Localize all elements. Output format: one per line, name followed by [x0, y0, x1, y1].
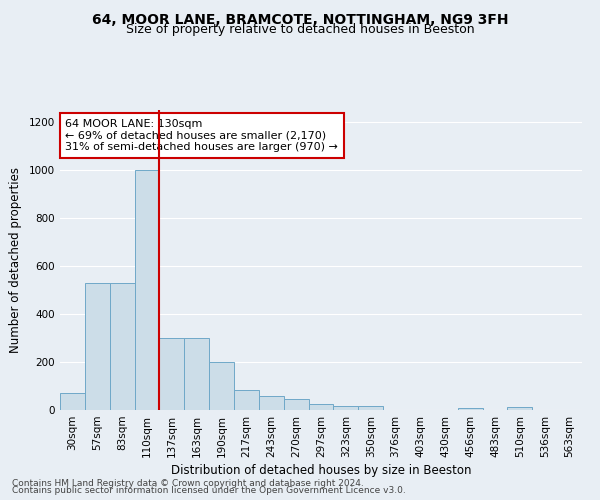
Text: 64 MOOR LANE: 130sqm
← 69% of detached houses are smaller (2,170)
31% of semi-de: 64 MOOR LANE: 130sqm ← 69% of detached h… [65, 119, 338, 152]
Bar [458, 408, 482, 410]
Bar [234, 390, 259, 410]
Bar [134, 170, 160, 410]
Y-axis label: Number of detached properties: Number of detached properties [9, 167, 22, 353]
Bar [308, 404, 334, 410]
Bar [85, 283, 110, 410]
Bar [259, 396, 284, 410]
Bar [160, 338, 184, 410]
Bar [334, 406, 358, 410]
Bar [209, 362, 234, 410]
Bar [110, 283, 134, 410]
Bar [184, 338, 209, 410]
Text: 64, MOOR LANE, BRAMCOTE, NOTTINGHAM, NG9 3FH: 64, MOOR LANE, BRAMCOTE, NOTTINGHAM, NG9… [92, 12, 508, 26]
X-axis label: Distribution of detached houses by size in Beeston: Distribution of detached houses by size … [171, 464, 471, 477]
Bar [508, 407, 532, 410]
Text: Contains HM Land Registry data © Crown copyright and database right 2024.: Contains HM Land Registry data © Crown c… [12, 478, 364, 488]
Bar [358, 406, 383, 410]
Text: Size of property relative to detached houses in Beeston: Size of property relative to detached ho… [125, 24, 475, 36]
Text: Contains public sector information licensed under the Open Government Licence v3: Contains public sector information licen… [12, 486, 406, 495]
Bar [284, 399, 308, 410]
Bar [60, 393, 85, 410]
